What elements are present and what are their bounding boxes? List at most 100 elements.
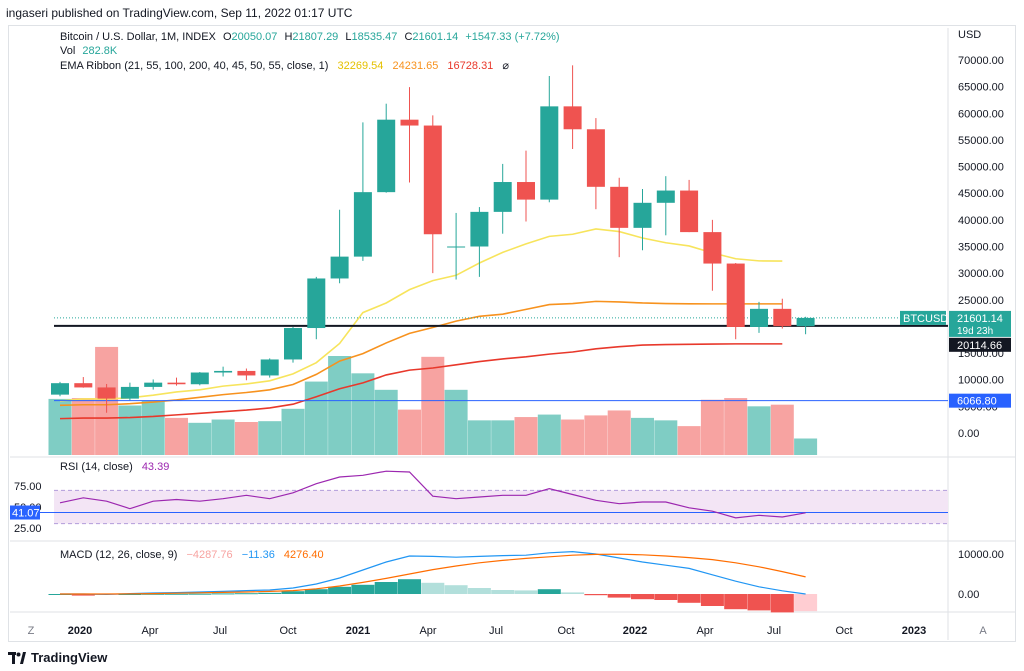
rsi-line [59, 470, 806, 519]
volume-bar [677, 426, 701, 455]
volume-bar [631, 417, 654, 455]
time-tick-label: Jul [489, 625, 503, 637]
volume-bar [584, 415, 608, 455]
volume-bar [700, 399, 724, 455]
macd-tick-label: 10000.00 [958, 549, 1004, 561]
volume-bar [374, 389, 398, 455]
candle-body [284, 328, 302, 360]
blue-level-tag: 6066.80 [957, 396, 997, 408]
ema-value-1: 32269.54 [337, 60, 384, 72]
candle-body [493, 182, 512, 212]
high-value: 21807.29 [292, 31, 339, 43]
candle-body [680, 190, 699, 233]
volume-bar [444, 389, 468, 455]
hline-tag: 20114.66 [957, 340, 1002, 352]
price-tick-label: 10000.00 [958, 375, 1004, 387]
tradingview-footer[interactable]: TradingView [8, 650, 107, 665]
countdown-tag: 19d 23h [957, 326, 993, 337]
macd-hist-value: −4287.76 [186, 549, 233, 561]
volume-bar [491, 420, 515, 455]
volume-bar [537, 414, 561, 455]
blue-level-tag-bg [949, 393, 1011, 408]
candle-body [423, 125, 442, 235]
tradingview-logo-icon [8, 651, 26, 664]
candle-body [144, 382, 163, 387]
candle-body [330, 256, 349, 279]
macd-pane: 10000.00 0.00 [48, 549, 1004, 613]
macd-hist-bar [258, 592, 282, 594]
volume-label: Vol [60, 45, 76, 57]
ema-ribbon [59, 228, 783, 420]
time-tick-label: 2022 [623, 625, 647, 637]
candle-body [400, 119, 419, 126]
candle-body [563, 106, 582, 130]
candles [51, 65, 815, 413]
open-label: O [222, 31, 232, 43]
main-legend: Bitcoin / U.S. Dollar, 1M, INDEX O20050.… [60, 31, 560, 43]
candle-body [353, 192, 372, 257]
candle-body [773, 308, 792, 327]
macd-hist-bar [537, 589, 561, 594]
candle-body [633, 202, 652, 228]
volume-bar [654, 420, 678, 455]
price-tick-label: 0.00 [958, 428, 979, 440]
macd-hist-bar [304, 589, 328, 594]
low-value: 18535.47 [351, 31, 398, 43]
price-tick-label: 25000.00 [958, 295, 1004, 307]
symbol-tag: BTCUSD [903, 313, 948, 325]
price-tick-label: 50000.00 [958, 162, 1004, 174]
chart-frame [8, 25, 1016, 642]
candle-body [51, 383, 69, 395]
timezone-label: Z [28, 625, 35, 637]
candle-body [703, 232, 722, 264]
macd-hist-bar [71, 594, 95, 596]
rsi-tick-label: 75.00 [14, 481, 42, 493]
open-value: 20050.07 [231, 31, 278, 43]
macd-signal-value: 4276.40 [283, 549, 324, 561]
price-tick-label: 40000.00 [958, 215, 1004, 227]
ema-label: EMA Ribbon (21, 55, 100, 200, 40, 45, 50… [60, 60, 329, 72]
grid [10, 28, 1015, 640]
time-tick-label: 2021 [346, 625, 370, 637]
candle-body [214, 370, 233, 373]
ema-mid-line [59, 300, 783, 407]
candle-body [260, 359, 279, 376]
volume-bar [421, 356, 445, 455]
time-tick-label: Oct [279, 625, 296, 637]
volume-bar [561, 419, 585, 455]
hline-tag-bg [949, 337, 1011, 352]
macd-hist-bar [724, 594, 748, 610]
ema-legend: EMA Ribbon (21, 55, 100, 200, 40, 45, 50… [60, 59, 509, 72]
macd-line [60, 550, 806, 596]
time-tick-label: Oct [557, 625, 574, 637]
macd-hist-bar [654, 594, 678, 600]
candle-body [120, 386, 139, 399]
candle-body [656, 190, 675, 203]
macd-hist-bar [281, 591, 305, 594]
auto-scale-label: A [979, 625, 987, 637]
ema-value-3: 16728.31 [447, 60, 494, 72]
volume-bar [467, 420, 491, 455]
volume-legend: Vol 282.8K [60, 45, 117, 57]
macd-hist-bar [444, 585, 468, 594]
symbol-title: Bitcoin / U.S. Dollar, 1M, INDEX [60, 31, 216, 43]
candle-body [97, 387, 116, 399]
high-label: H [284, 31, 293, 43]
footer-brand: TradingView [31, 650, 108, 665]
price-tick-label: 60000.00 [958, 108, 1004, 120]
time-tick-label: Apr [696, 625, 713, 637]
macd-hist-bar [770, 594, 794, 613]
volume-bar [165, 417, 188, 455]
volume-bar [141, 400, 165, 455]
volume-bar [304, 381, 328, 455]
macd-value: −11.36 [241, 549, 275, 561]
macd-hist-bar [165, 593, 188, 595]
volume-bar [48, 398, 72, 455]
ema-settings-icon[interactable]: ⌀ [502, 60, 509, 72]
macd-hist-bar [700, 594, 724, 606]
volume-bar [234, 422, 258, 455]
volume-bar [607, 410, 631, 455]
volume-bar [281, 408, 305, 455]
